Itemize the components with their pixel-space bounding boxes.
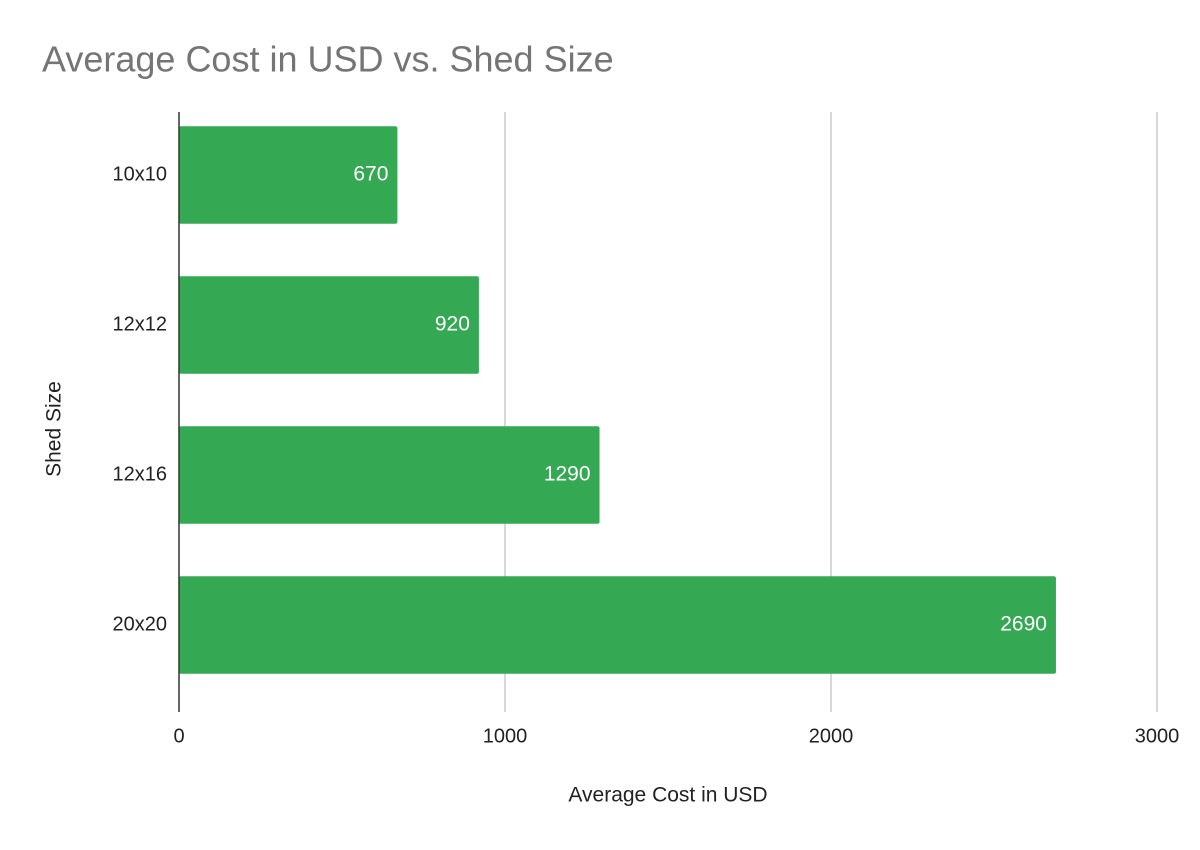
x-tick-label: 0 [173,725,184,747]
y-tick-label: 10x10 [113,163,168,185]
chart-title: Average Cost in USD vs. Shed Size [42,39,614,80]
value-label: 920 [435,313,470,336]
y-axis-label: Shed Size [43,381,66,477]
y-tick-label: 12x12 [113,313,168,335]
value-label: 1290 [544,463,591,486]
y-tick-label: 20x20 [113,613,168,635]
x-tick-label: 3000 [1135,725,1180,747]
bar [179,426,600,524]
bar [179,126,398,224]
value-label: 2690 [1000,613,1047,636]
x-tick-label: 1000 [483,725,528,747]
value-label: 670 [353,163,388,186]
x-axis-label: Average Cost in USD [568,784,767,807]
bar [179,276,479,374]
x-tick-label: 2000 [809,725,854,747]
y-tick-label: 12x16 [113,463,168,485]
bar [179,576,1056,674]
